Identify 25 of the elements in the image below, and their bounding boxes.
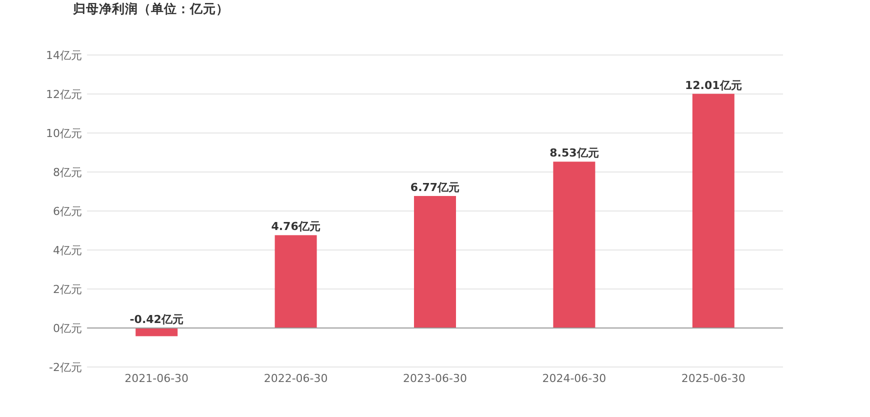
y-tick-label: 0亿元 — [53, 322, 82, 335]
bar — [553, 162, 596, 328]
data-label: 8.53亿元 — [550, 146, 599, 160]
title: 归母净利润（单位：亿元） — [73, 1, 229, 16]
x-tick-label: 2021-06-30 — [124, 372, 189, 385]
bar — [414, 196, 456, 328]
y-tick-label: -2亿元 — [49, 361, 82, 374]
y-tick-label: 4亿元 — [53, 244, 82, 257]
y-tick-label: 8亿元 — [53, 166, 82, 179]
x-tick-label: 2025-06-30 — [681, 372, 746, 385]
bar — [136, 328, 178, 336]
x-tick-label: 2024-06-30 — [542, 372, 606, 385]
data-label: 4.76亿元 — [271, 220, 320, 234]
bar — [692, 94, 734, 328]
y-tick-label: 2亿元 — [53, 283, 82, 296]
x-tick-label: 2023-06-30 — [403, 372, 467, 385]
y-tick-label: 10亿元 — [46, 127, 82, 140]
y-tick-label: 12亿元 — [46, 88, 82, 101]
y-tick-label: 14亿元 — [46, 49, 82, 62]
data-label: -0.42亿元 — [130, 313, 184, 326]
bar — [274, 235, 317, 328]
x-tick-label: 2022-06-30 — [264, 372, 328, 385]
data-label: 6.77亿元 — [410, 180, 460, 194]
data-label: 12.01亿元 — [685, 78, 742, 92]
y-tick-label: 6亿元 — [53, 205, 82, 218]
